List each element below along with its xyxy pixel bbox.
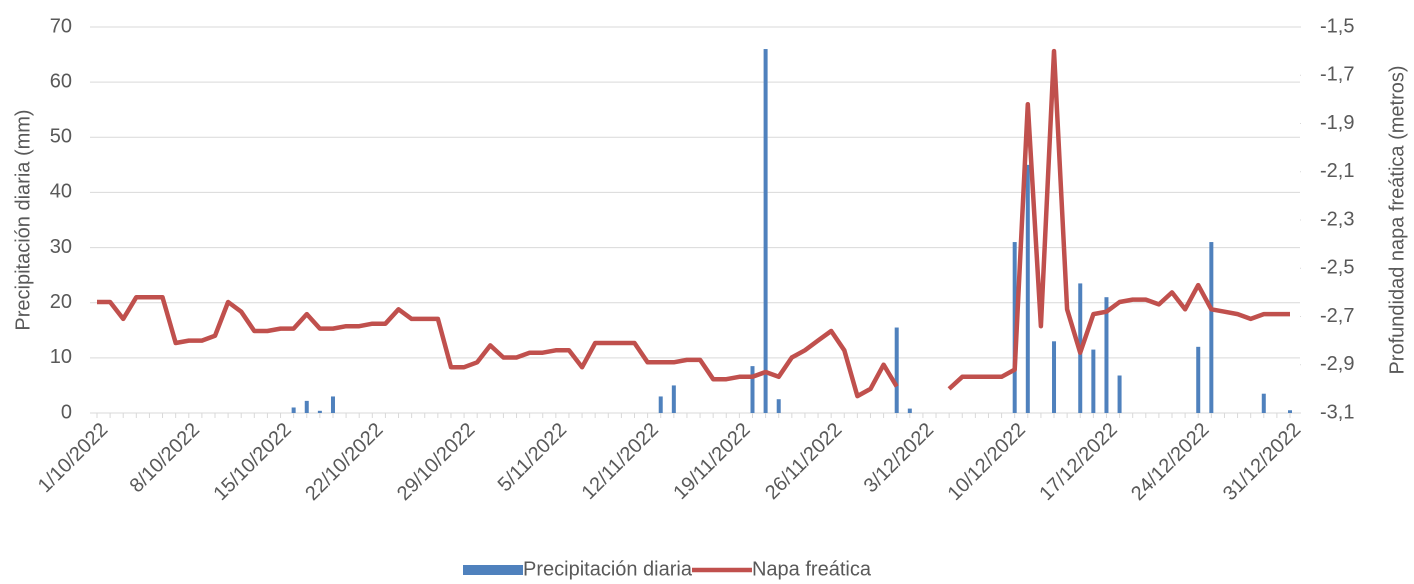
y-tick-label: 0	[61, 401, 72, 423]
bar	[776, 399, 781, 413]
y-tick-label: 60	[50, 70, 72, 92]
x-tick-label: 26/11/2022	[761, 419, 846, 504]
x-tick-label: 19/11/2022	[669, 419, 754, 504]
y2-tick-label: -2,7	[1320, 305, 1354, 327]
x-tick-label: 22/10/2022	[301, 419, 387, 505]
y2-tick-label: -3,1	[1320, 401, 1354, 423]
y-tick-label: 10	[50, 346, 72, 368]
y2-tick-label: -2,3	[1320, 208, 1354, 230]
bar	[1025, 164, 1030, 413]
y-tick-label: 20	[50, 291, 72, 313]
x-tick-label: 1/10/2022	[34, 419, 112, 497]
legend-label: Precipitación diaria	[523, 558, 693, 580]
bar	[1196, 346, 1201, 413]
x-tick-label: 10/12/2022	[944, 419, 1030, 505]
y-tick-label: 30	[50, 236, 72, 258]
y-tick-label: 50	[50, 126, 72, 148]
y2-tick-label: -2,5	[1320, 257, 1354, 279]
bar	[763, 49, 768, 414]
bar	[1209, 242, 1214, 413]
y-tick-label: 40	[50, 181, 72, 203]
bar	[330, 396, 335, 413]
legend-label: Napa freática	[752, 558, 872, 580]
y2-tick-label: -1,9	[1320, 112, 1354, 134]
x-tick-label: 8/10/2022	[126, 419, 204, 497]
bar	[1288, 410, 1292, 413]
bar	[1117, 375, 1122, 413]
bar	[658, 396, 663, 413]
y-axis-title: Precipitación diaria (mm)	[12, 109, 34, 330]
bar	[750, 366, 755, 413]
bar	[1261, 393, 1266, 413]
y2-tick-label: -2,9	[1320, 353, 1354, 375]
y2-tick-label: -1,7	[1320, 64, 1354, 86]
bar	[894, 327, 899, 413]
bar	[291, 407, 296, 413]
legend-swatch	[463, 565, 523, 575]
x-tick-label: 5/11/2022	[494, 419, 571, 496]
x-tick-label: 29/10/2022	[393, 419, 479, 505]
x-tick-label: 3/12/2022	[860, 419, 938, 497]
bar	[671, 385, 676, 413]
x-tick-label: 12/11/2022	[578, 419, 663, 504]
bar	[1104, 297, 1109, 413]
bar	[304, 400, 309, 413]
y2-tick-label: -1,5	[1320, 15, 1354, 37]
bar	[1052, 341, 1057, 413]
x-tick-label: 24/12/2022	[1127, 419, 1213, 505]
bar	[1091, 349, 1096, 413]
bar	[317, 410, 322, 413]
x-tick-label: 31/12/2022	[1219, 419, 1305, 505]
x-tick-label: 15/10/2022	[209, 419, 295, 505]
bar	[907, 408, 912, 413]
y-tick-label: 70	[50, 15, 72, 37]
x-tick-label: 17/12/2022	[1035, 419, 1121, 505]
y2-tick-label: -2,1	[1320, 160, 1354, 182]
line	[97, 48, 1290, 399]
y2-axis-title: Profundidad napa freática (metros)	[1386, 65, 1408, 374]
